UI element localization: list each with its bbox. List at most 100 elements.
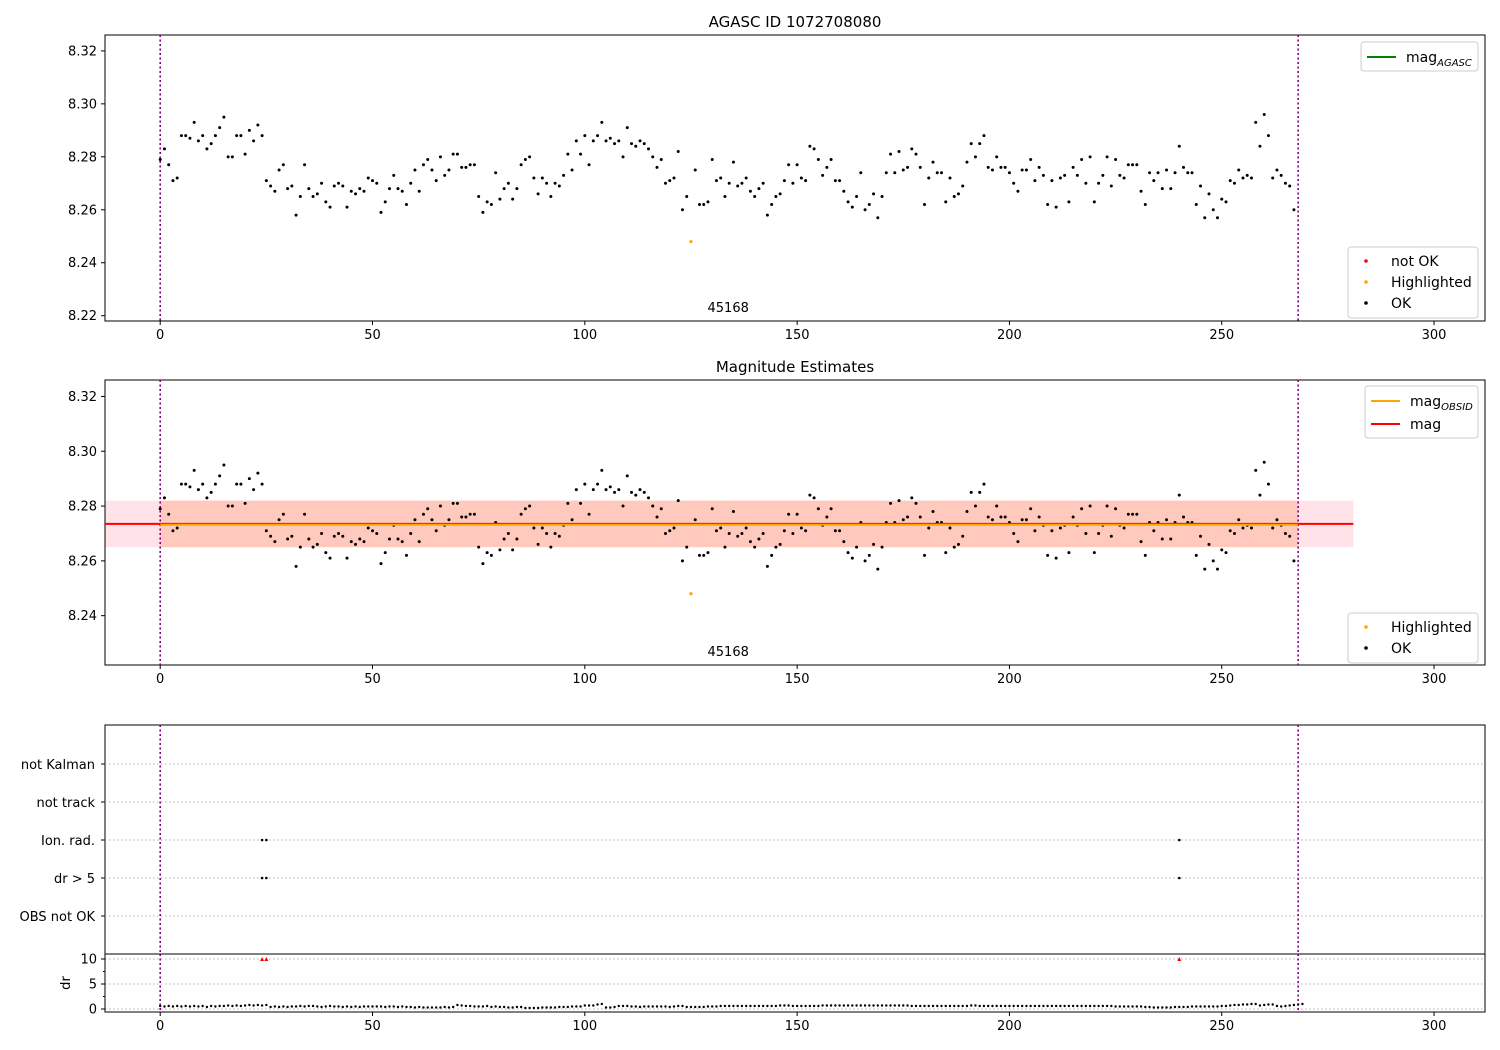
ok-point — [634, 493, 638, 497]
ok-point — [1262, 112, 1266, 116]
ok-point — [761, 531, 765, 535]
dr-point — [655, 1005, 659, 1008]
dr-point — [451, 1005, 455, 1009]
y-tick-label: 8.26 — [68, 203, 97, 218]
line-legend-box — [1360, 41, 1479, 72]
ok-point — [1203, 567, 1207, 571]
dr-point — [1059, 1004, 1062, 1008]
ok-point — [872, 542, 876, 546]
dr-point — [804, 1004, 807, 1008]
ok-point — [693, 168, 697, 172]
dr-point — [1254, 1002, 1257, 1006]
dr-point — [1165, 1006, 1168, 1009]
dr-point — [485, 1004, 489, 1008]
ok-point — [460, 165, 464, 169]
ok-point — [366, 176, 370, 180]
dr-point — [1003, 1004, 1007, 1008]
ok-point — [727, 181, 731, 185]
ok-point — [651, 155, 655, 159]
ok-point — [1084, 531, 1088, 535]
ok-point — [1232, 181, 1236, 185]
ok-point — [426, 507, 430, 511]
ok-point — [761, 181, 765, 185]
dr-point — [991, 1004, 994, 1008]
ok-point — [591, 139, 595, 143]
ok-point — [345, 556, 349, 560]
dr-point — [753, 1004, 756, 1008]
ok-point — [923, 553, 927, 557]
ok-point — [1224, 551, 1228, 555]
ok-point — [1114, 157, 1118, 161]
ok-point — [252, 139, 256, 143]
x-tick-label: 0 — [156, 672, 164, 687]
ok-point — [778, 542, 782, 546]
dr-point — [974, 1004, 977, 1007]
ok-point — [379, 210, 383, 214]
dr-point — [825, 1004, 829, 1007]
dr-point — [1012, 1004, 1015, 1008]
dr-point — [1271, 1003, 1274, 1006]
ok-point — [1105, 504, 1109, 508]
dr-point — [532, 1006, 536, 1010]
ok-point — [1092, 200, 1096, 204]
dr-point — [1135, 1005, 1139, 1008]
ok-point — [1016, 540, 1020, 544]
x-tick-label: 250 — [1209, 672, 1234, 687]
ok-point — [770, 202, 774, 206]
x-tick-label: 100 — [572, 328, 597, 343]
ok-point — [1080, 507, 1084, 511]
dr-point — [749, 1004, 752, 1008]
dr-point — [812, 1004, 816, 1008]
dr-point — [324, 1005, 327, 1008]
ok-point — [1148, 171, 1152, 175]
ok-point — [1126, 512, 1130, 516]
dr-point — [842, 1004, 846, 1007]
ok-point — [252, 488, 256, 492]
y-tick-label: 8.28 — [68, 500, 97, 515]
ok-point — [438, 155, 442, 159]
ok-point — [519, 512, 523, 516]
ok-point — [969, 142, 973, 146]
obsid-annotation: 45168 — [708, 301, 749, 316]
ok-point — [1109, 184, 1113, 188]
ok-point — [846, 200, 850, 204]
ok-point — [753, 545, 757, 549]
ok-point — [973, 504, 977, 508]
axes-frame — [104, 379, 1486, 666]
ok-point — [243, 501, 247, 505]
legend-label-main: mag — [1406, 50, 1437, 66]
dr-point — [515, 1005, 519, 1009]
ok-point — [502, 187, 506, 191]
ok-point — [833, 529, 837, 533]
dr-point — [1097, 1004, 1100, 1008]
ok-point — [889, 152, 893, 156]
obsid-annotation: 45168 — [708, 645, 749, 660]
dr-point — [719, 1004, 722, 1008]
dr-point — [1292, 1003, 1296, 1007]
dr-point — [761, 1004, 765, 1008]
ok-point — [1241, 526, 1245, 530]
ok-point — [697, 553, 701, 557]
ok-point — [1292, 559, 1296, 563]
legend-label-main: mag — [1410, 394, 1441, 410]
ok-point — [1165, 518, 1169, 522]
ok-point — [387, 187, 391, 191]
ok-point — [1199, 184, 1203, 188]
dr-point — [660, 1005, 663, 1008]
ok-point — [171, 529, 175, 533]
ok-point — [1016, 189, 1020, 193]
dr-point — [1207, 1005, 1211, 1008]
ok-point — [162, 496, 166, 500]
dr-point — [171, 1005, 175, 1008]
dr-point — [617, 1004, 620, 1008]
ok-point — [184, 134, 188, 138]
ok-point — [158, 507, 162, 511]
dr-point — [855, 1004, 858, 1007]
ok-point — [884, 171, 888, 175]
ok-point — [630, 142, 634, 146]
dr-point — [1152, 1006, 1156, 1009]
ok-point — [846, 551, 850, 555]
ok-point — [366, 526, 370, 530]
ok-point — [719, 526, 723, 530]
ok-point — [978, 142, 982, 146]
